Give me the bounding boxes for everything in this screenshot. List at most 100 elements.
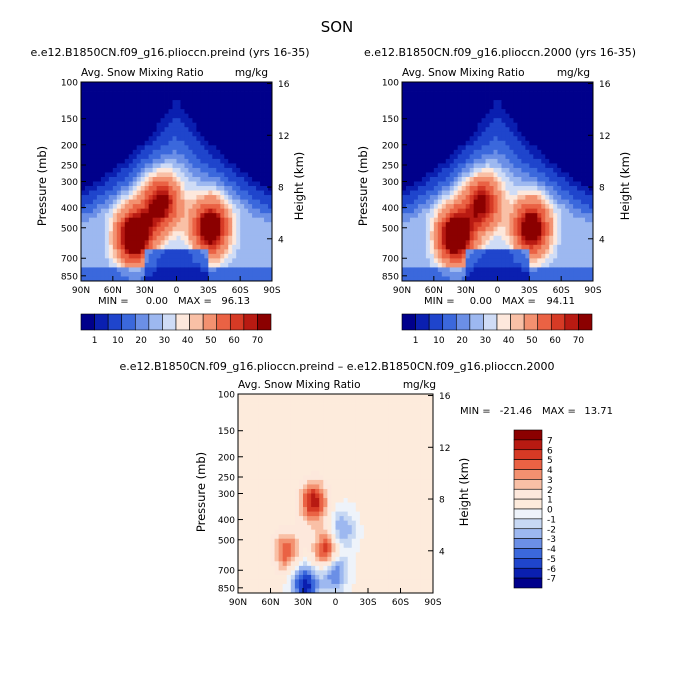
field-cell — [196, 127, 201, 133]
field-cell — [343, 430, 349, 436]
field-cell — [140, 199, 146, 205]
field-cell — [256, 199, 261, 205]
field-cell — [148, 276, 154, 282]
field-cell — [168, 91, 173, 96]
field-cell — [140, 181, 146, 187]
field-cell — [184, 181, 189, 187]
field-cell — [196, 253, 201, 259]
field-cell — [541, 213, 546, 219]
field-cell — [204, 176, 209, 182]
field-cell — [176, 82, 181, 87]
field-cell — [429, 186, 435, 191]
field-cell — [228, 140, 233, 146]
field-cell — [481, 118, 486, 124]
field-cell — [192, 100, 197, 106]
field-cell — [477, 109, 482, 115]
field-cell — [533, 136, 538, 142]
field-cell — [112, 95, 118, 101]
field-cell — [545, 172, 550, 178]
field-cell — [100, 149, 106, 155]
field-cell — [208, 190, 213, 196]
field-cell — [517, 145, 522, 151]
field-cell — [368, 443, 373, 449]
field-cell — [164, 122, 169, 128]
field-cell — [445, 86, 451, 92]
field-cell — [581, 140, 586, 146]
field-cell — [256, 262, 261, 268]
field-cell — [424, 425, 430, 431]
field-cell — [565, 113, 570, 119]
field-cell — [376, 430, 381, 436]
field-cell — [449, 271, 455, 277]
field-cell — [457, 258, 463, 264]
field-cell — [409, 249, 415, 255]
field-cell — [327, 425, 332, 431]
field-cell — [260, 240, 265, 246]
field-cell — [473, 199, 479, 205]
field-cell — [497, 113, 502, 119]
field-cell — [212, 149, 217, 155]
field-cell — [188, 172, 193, 178]
field-cell — [493, 204, 498, 210]
field-cell — [216, 158, 221, 164]
field-cell — [264, 204, 269, 210]
field-cell — [88, 154, 94, 160]
colorbar-label: 30 — [480, 336, 492, 346]
field-cell — [541, 276, 546, 282]
field-cell — [437, 149, 443, 155]
field-cell — [433, 176, 439, 182]
field-cell — [248, 131, 253, 137]
field-cell — [351, 407, 357, 413]
field-cell — [212, 163, 217, 169]
field-cell — [561, 258, 566, 264]
field-cell — [144, 118, 150, 124]
field-cell — [168, 235, 173, 241]
field-cell — [525, 118, 530, 124]
x-tick-label: 30S — [200, 286, 217, 296]
field-cell — [477, 244, 482, 250]
field-cell — [262, 443, 267, 449]
field-cell — [417, 199, 423, 205]
field-cell — [116, 145, 122, 151]
field-cell — [100, 195, 106, 200]
field-cell — [421, 181, 427, 187]
field-cell — [501, 127, 506, 133]
field-cell — [240, 204, 245, 210]
field-cell — [148, 113, 154, 119]
field-cell — [258, 407, 263, 413]
field-cell — [549, 118, 554, 124]
field-cell — [489, 190, 494, 196]
field-cell — [497, 86, 502, 92]
field-cell — [380, 421, 385, 427]
field-cell — [402, 109, 407, 115]
field-cell — [244, 213, 249, 219]
field-cell — [372, 416, 377, 422]
field-cell — [553, 258, 558, 264]
field-cell — [525, 181, 530, 187]
field-cell — [236, 213, 241, 219]
field-cell — [124, 213, 130, 219]
field-cell — [573, 235, 578, 241]
field-cell — [445, 199, 451, 205]
field-cell — [240, 104, 245, 110]
field-cell — [220, 86, 225, 92]
field-cell — [216, 226, 221, 232]
field-cell — [565, 199, 570, 205]
field-cell — [196, 231, 201, 237]
field-cell — [128, 213, 134, 219]
field-cell — [421, 113, 427, 119]
field-cell — [124, 154, 130, 160]
field-cell — [196, 176, 201, 182]
field-cell — [425, 176, 431, 182]
field-cell — [184, 109, 189, 115]
field-cell — [405, 213, 411, 219]
field-cell — [108, 163, 114, 169]
field-cell — [509, 95, 514, 101]
field-cell — [449, 154, 455, 160]
field-cell — [589, 82, 594, 87]
field-cell — [164, 195, 169, 200]
field-cell — [429, 127, 435, 133]
field-cell — [132, 204, 138, 210]
field-cell — [172, 186, 177, 191]
field-cell — [417, 136, 423, 142]
